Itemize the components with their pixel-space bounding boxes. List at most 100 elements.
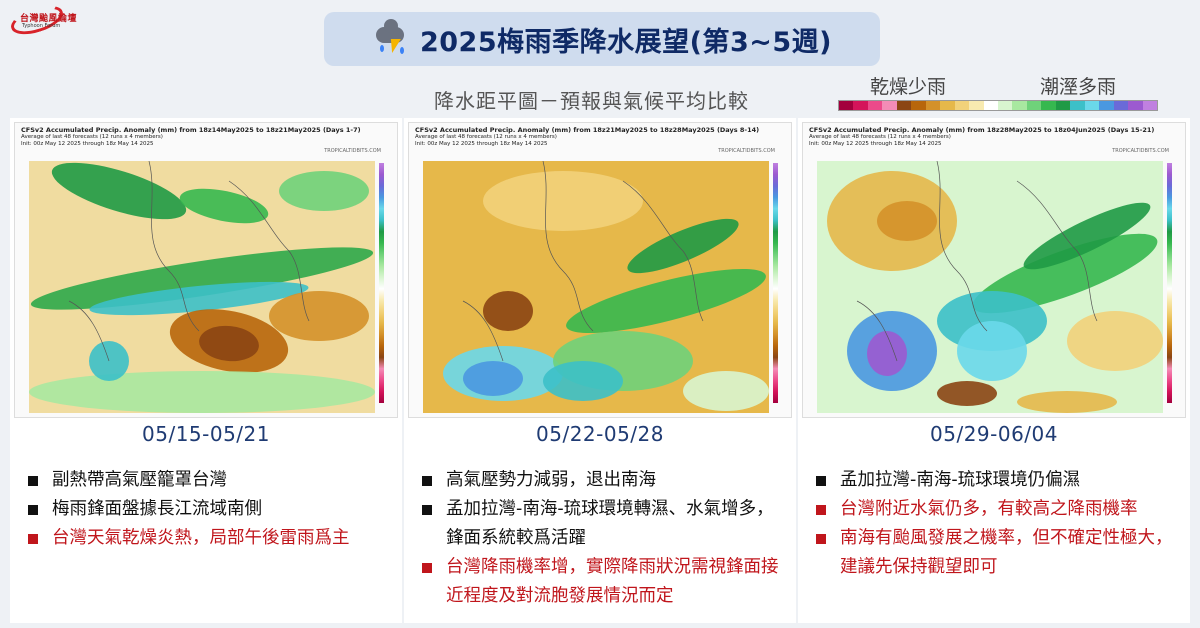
bullet-square-icon <box>28 505 38 515</box>
bullet-list: 副熱帶高氣壓籠罩台灣 梅雨鋒面盤據長江流域南側 台灣天氣乾燥炎熱，局部午後雷雨爲… <box>24 466 394 553</box>
anomaly-blob <box>483 291 533 331</box>
anomaly-blob <box>279 171 369 211</box>
page-subtitle: 降水距平圖－預報與氣候平均比較 <box>434 89 749 113</box>
map-subtitle-2: Init: 00z May 12 2025 through 18z May 14… <box>415 141 548 147</box>
colorbar-swatch <box>1012 101 1027 110</box>
colorbar-swatch <box>1128 101 1143 110</box>
map-colorbar <box>773 163 778 403</box>
colorbar-swatch <box>911 101 926 110</box>
anomaly-blob <box>269 291 369 341</box>
map-brand: TROPICALTIDBITS.COM <box>718 148 775 154</box>
anomaly-blob <box>867 331 907 376</box>
forecast-panel-week4: CFSv2 Accumulated Precip. Anomaly (mm) f… <box>404 118 796 623</box>
colorbar-swatch <box>867 101 883 110</box>
colorbar-swatch <box>954 101 970 110</box>
colorbar-swatch <box>882 101 897 110</box>
map-subtitle-1: Average of last 48 forecasts (12 runs x … <box>415 134 557 140</box>
colorbar-swatch <box>1142 101 1157 110</box>
anomaly-field <box>29 161 375 413</box>
anomaly-field <box>423 161 769 413</box>
coastline <box>1016 180 1098 322</box>
anomaly-blob <box>179 188 269 224</box>
bullet-item: 孟加拉灣-南海-琉球環境仍偏濕 <box>812 466 1182 495</box>
map-colorbar <box>379 163 384 403</box>
precip-anomaly-map: CFSv2 Accumulated Precip. Anomaly (mm) f… <box>802 122 1186 418</box>
bullet-list: 高氣壓勢力減弱，退出南海 孟加拉灣-南海-琉球環境轉濕、水氣增多，鋒面系統較爲活… <box>418 466 788 611</box>
bullet-item: 梅雨鋒面盤據長江流域南側 <box>24 495 394 524</box>
map-header: CFSv2 Accumulated Precip. Anomaly (mm) f… <box>415 127 785 155</box>
coastline <box>622 180 704 322</box>
bullet-square-icon <box>816 505 826 515</box>
colorbar-swatch <box>925 101 941 110</box>
colorbar-swatch <box>1026 101 1042 110</box>
anomaly-blob <box>30 247 374 310</box>
bullet-square-icon <box>816 534 826 544</box>
colorbar-swatch <box>983 101 998 110</box>
forecast-panel-week5: CFSv2 Accumulated Precip. Anomaly (mm) f… <box>798 118 1190 623</box>
colorbar-swatch <box>896 101 912 110</box>
period-date: 05/15-05/21 <box>142 422 270 446</box>
map-brand: TROPICALTIDBITS.COM <box>324 148 381 154</box>
bullet-item: 台灣附近水氣仍多，有較高之降雨機率 <box>812 495 1182 524</box>
anomaly-blob <box>566 268 766 334</box>
bullet-square-icon <box>422 476 432 486</box>
map-brand: TROPICALTIDBITS.COM <box>1112 148 1169 154</box>
coastline <box>856 300 898 362</box>
coastline <box>228 180 310 322</box>
anomaly-blob <box>1017 391 1117 413</box>
forecast-panel-week3: CFSv2 Accumulated Precip. Anomaly (mm) f… <box>10 118 402 623</box>
bullet-item: 台灣天氣乾燥炎熱，局部午後雷雨爲主 <box>24 524 394 553</box>
anomaly-blob <box>1023 202 1151 270</box>
bullet-item: 高氣壓勢力減弱，退出南海 <box>418 466 788 495</box>
bullet-item: 孟加拉灣-南海-琉球環境轉濕、水氣增多，鋒面系統較爲活躍 <box>418 495 788 553</box>
colorbar-swatch <box>1055 101 1071 110</box>
legend-wet-label: 潮溼多雨 <box>1040 76 1117 98</box>
anomaly-blob <box>972 233 1158 314</box>
colorbar-swatch <box>997 101 1013 110</box>
coastline <box>542 161 594 332</box>
map-header: CFSv2 Accumulated Precip. Anomaly (mm) f… <box>809 127 1179 155</box>
map-subtitle-1: Average of last 48 forecasts (12 runs x … <box>21 134 163 140</box>
map-title: CFSv2 Accumulated Precip. Anomaly (mm) f… <box>21 127 361 134</box>
colorbar-swatch <box>853 101 868 110</box>
anomaly-field <box>817 161 1163 413</box>
bullet-item: 副熱帶高氣壓籠罩台灣 <box>24 466 394 495</box>
logo-subtext: Typhoon Forum <box>22 23 61 29</box>
colorbar-swatch <box>969 101 984 110</box>
legend-dry-label: 乾燥少雨 <box>870 76 947 98</box>
bullet-square-icon <box>422 505 432 515</box>
anomaly-blob <box>89 281 309 316</box>
bullet-square-icon <box>422 563 432 573</box>
bullet-square-icon <box>28 476 38 486</box>
anomaly-blob <box>1067 311 1163 371</box>
colorbar-swatch <box>940 101 955 110</box>
precip-anomaly-map: CFSv2 Accumulated Precip. Anomaly (mm) f… <box>14 122 398 418</box>
anomaly-blob <box>29 371 375 413</box>
anomaly-blob <box>877 201 937 241</box>
colorbar-swatch <box>1070 101 1085 110</box>
brand-logo: 台灣颱風論壇 Typhoon Forum <box>7 0 77 40</box>
anomaly-blob <box>683 371 769 411</box>
map-colorbar <box>1167 163 1172 403</box>
map-subtitle-2: Init: 00z May 12 2025 through 18z May 14… <box>21 141 154 147</box>
coastline <box>462 300 504 362</box>
map-header: CFSv2 Accumulated Precip. Anomaly (mm) f… <box>21 127 391 155</box>
anomaly-blob <box>51 162 187 220</box>
anomaly-blob <box>463 361 523 396</box>
precip-anomaly-map: CFSv2 Accumulated Precip. Anomaly (mm) f… <box>408 122 792 418</box>
title-banner: 2025梅雨季降水展望(第3~5週) <box>324 12 880 66</box>
coastline <box>148 161 200 332</box>
bullet-square-icon <box>816 476 826 486</box>
colorbar-swatch <box>1099 101 1114 110</box>
precip-anomaly-colorbar <box>838 100 1158 111</box>
map-subtitle-2: Init: 00z May 12 2025 through 18z May 14… <box>809 141 942 147</box>
colorbar-swatch <box>1084 101 1100 110</box>
map-title: CFSv2 Accumulated Precip. Anomaly (mm) f… <box>809 127 1155 134</box>
map-subtitle-1: Average of last 48 forecasts (12 runs x … <box>809 134 951 140</box>
anomaly-blob <box>483 171 643 231</box>
period-date: 05/29-06/04 <box>930 422 1058 446</box>
anomaly-blob <box>199 325 259 362</box>
thunderstorm-icon <box>372 19 410 57</box>
coastline <box>936 161 988 332</box>
anomaly-blob <box>627 218 739 274</box>
